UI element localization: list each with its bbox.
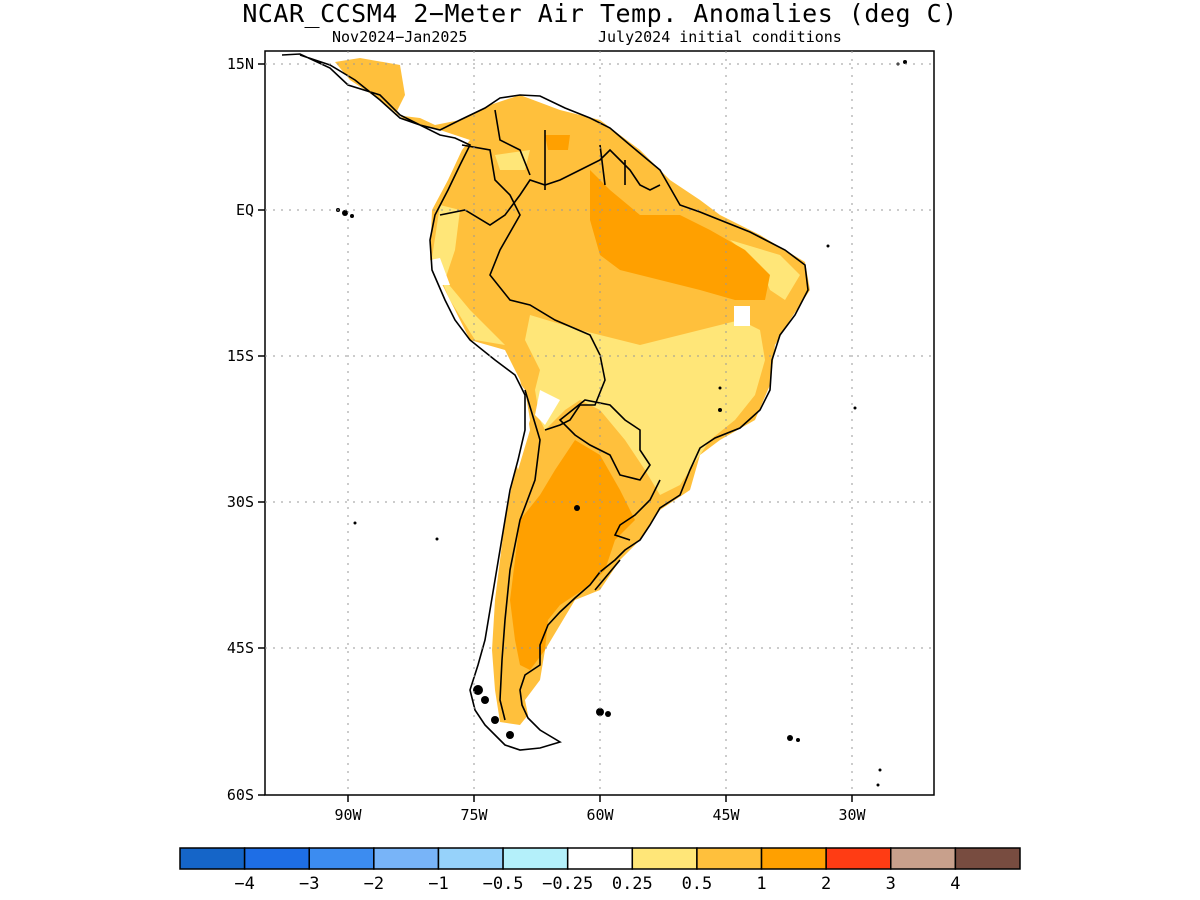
colorbar-label: 4 xyxy=(950,874,960,894)
lon-label: 60W xyxy=(586,806,614,824)
initial-conditions: July2024 initial conditions xyxy=(598,28,842,46)
anomaly-region-high xyxy=(510,440,635,670)
lon-label: 30W xyxy=(838,806,866,824)
colorbar xyxy=(179,847,1021,870)
colorbar-swatch xyxy=(179,847,246,870)
anomaly-region-neutral xyxy=(734,306,750,326)
colorbar-swatch xyxy=(437,847,504,870)
colorbar-swatch xyxy=(696,847,763,870)
colorbar-swatch xyxy=(243,847,310,870)
anomaly-region-neutral xyxy=(430,258,450,285)
lat-label: 15S xyxy=(227,347,254,365)
lat-label: EQ xyxy=(236,201,254,219)
anomaly-region-low xyxy=(525,315,765,495)
anomaly-fill xyxy=(335,58,810,725)
colorbar-label: 1 xyxy=(756,874,766,894)
colorbar-swatch xyxy=(954,847,1021,870)
lat-label: 45S xyxy=(227,639,254,657)
colorbar-label: 2 xyxy=(821,874,831,894)
colorbar-label: 0.25 xyxy=(612,874,653,894)
map-title: NCAR_CCSM4 2−Meter Air Temp. Anomalies (… xyxy=(242,0,958,28)
colorbar-label: −0.25 xyxy=(542,874,593,894)
colorbar-labels: −4 −3 −2 −1 −0.5 −0.25 0.25 0.5 1 2 3 4 xyxy=(234,874,960,894)
anomaly-region-high xyxy=(590,170,770,300)
colorbar-swatch xyxy=(373,847,440,870)
forecast-period: Nov2024−Jan2025 xyxy=(332,28,468,46)
anomaly-region-high xyxy=(545,135,570,150)
colorbar-label: −1 xyxy=(428,874,448,894)
coastlines xyxy=(281,53,809,751)
colorbar-swatch xyxy=(760,847,827,870)
islands xyxy=(336,60,907,787)
colorbar-label: −3 xyxy=(299,874,319,894)
anomaly-region-low xyxy=(432,205,505,345)
colorbar-swatch xyxy=(890,847,957,870)
colorbar-label: 0.5 xyxy=(682,874,713,894)
colorbar-swatch xyxy=(825,847,892,870)
lon-label: 90W xyxy=(334,806,362,824)
lat-label: 15N xyxy=(227,55,254,73)
colorbar-label: 3 xyxy=(886,874,896,894)
latitude-labels: 15N EQ 15S 30S 45S 60S xyxy=(227,55,254,804)
colorbar-label: −4 xyxy=(234,874,254,894)
colorbar-swatch xyxy=(566,847,634,870)
lon-label: 45W xyxy=(712,806,740,824)
lat-label: 30S xyxy=(227,493,254,511)
anomaly-region-neutral xyxy=(470,340,530,470)
lon-label: 75W xyxy=(460,806,488,824)
lat-label: 60S xyxy=(227,786,254,804)
colorbar-label: −2 xyxy=(364,874,384,894)
tick-marks xyxy=(258,63,853,802)
anomaly-region-neutral xyxy=(535,390,560,425)
colorbar-swatch xyxy=(502,847,569,870)
longitude-labels: 90W 75W 60W 45W 30W xyxy=(334,806,866,824)
colorbar-swatch xyxy=(631,847,698,870)
colorbar-label: −0.5 xyxy=(483,874,524,894)
colorbar-swatch xyxy=(308,847,375,870)
